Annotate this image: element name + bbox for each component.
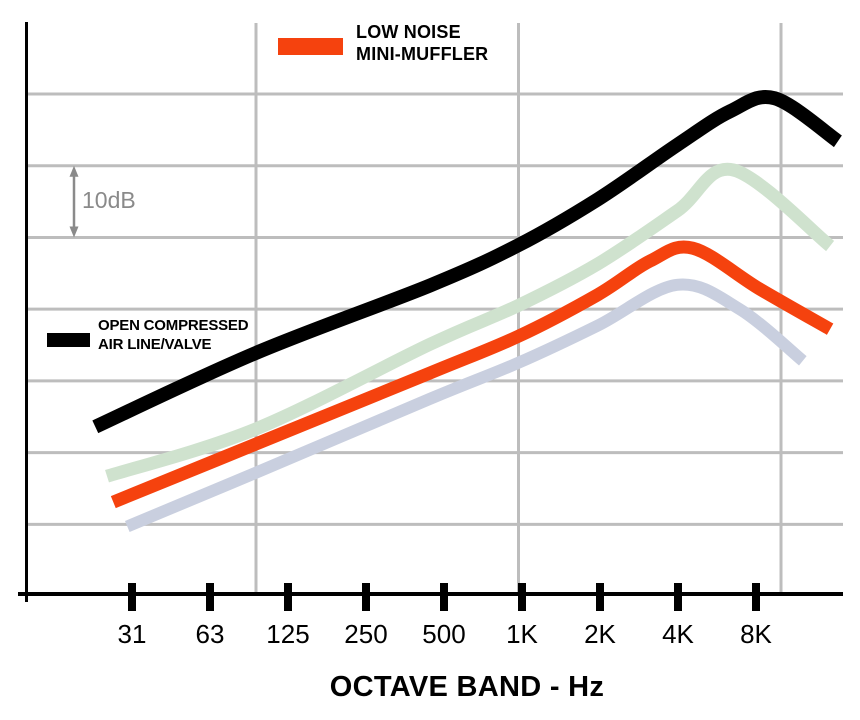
x-tick-label-1K: 1K	[506, 619, 538, 649]
x-tick-label-4K: 4K	[662, 619, 694, 649]
curve-low-noise-mini-muffler	[110, 240, 834, 509]
x-tick-label-31: 31	[117, 619, 147, 649]
x-tick-label-63: 63	[195, 619, 225, 649]
x-tick-label-125: 125	[266, 619, 310, 649]
x-tick-mark	[440, 583, 448, 611]
x-tick-mark	[128, 583, 136, 611]
x-tick-mark	[206, 583, 214, 611]
x-tick-mark	[674, 583, 682, 611]
x-tick-mark	[752, 583, 760, 611]
x-tick-mark	[284, 583, 292, 611]
curve-unlabeled-upper-curve	[105, 162, 835, 483]
legend-muffler-line1: LOW NOISE	[356, 22, 461, 42]
legend-open-line1: OPEN COMPRESSED	[98, 317, 249, 334]
curve-open-compressed-air-line-valve	[92, 90, 843, 434]
x-tick-label-250: 250	[344, 619, 388, 649]
legend-open-compressed-air: OPEN COMPRESSED AIR LINE/VALVE	[98, 316, 249, 354]
x-tick-label-8K: 8K	[740, 619, 772, 649]
x-axis-title: OCTAVE BAND - Hz	[329, 671, 605, 703]
legend-open-line2: AIR LINE/VALVE	[98, 336, 212, 353]
legend-low-noise-mini-muffler: LOW NOISE MINI-MUFFLER	[356, 21, 488, 65]
x-tick-label-2K: 2K	[584, 619, 616, 649]
open-line-legend-swatch	[47, 333, 90, 347]
db-scale-arrow-head-up	[69, 165, 79, 177]
db-scale-arrow-head-down	[69, 226, 79, 238]
curve-unlabeled-lower-curve	[124, 278, 807, 533]
db-scale-label: 10dB	[82, 187, 136, 213]
x-tick-mark	[518, 583, 526, 611]
x-tick-mark	[362, 583, 370, 611]
muffler-legend-swatch	[278, 38, 343, 55]
legend-muffler-line2: MINI-MUFFLER	[356, 44, 489, 64]
x-tick-label-500: 500	[422, 619, 466, 649]
x-tick-mark	[596, 583, 604, 611]
